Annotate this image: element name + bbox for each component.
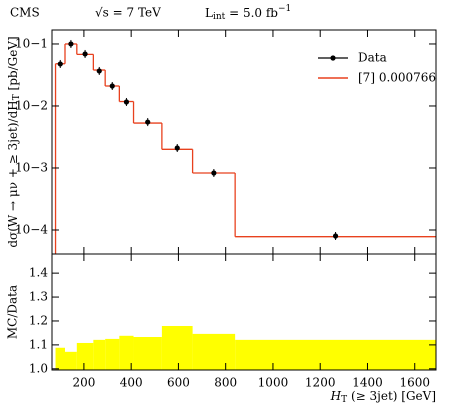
ratio-band (192, 333, 236, 370)
x-title-rest: (≥ 3jet) [GeV] (347, 389, 436, 403)
y-tick-label: 10−4 (15, 222, 48, 236)
y-tick-label: 1.4 (29, 266, 48, 280)
data-point (123, 99, 130, 105)
ratio-band (55, 347, 65, 370)
lumi-main: L (205, 6, 213, 20)
experiment: CMS (10, 6, 40, 20)
data-point (174, 145, 180, 151)
y-tick-label: 1.1 (29, 337, 48, 351)
data-point (82, 51, 88, 57)
data-point (96, 68, 102, 74)
x-tick-label: 1200 (305, 376, 336, 390)
data-point (211, 170, 217, 176)
lumi-sub: int (213, 12, 226, 22)
plot-frame (51, 253, 437, 371)
y-title-main: dσ(W → μν + ≥ 3jet)/dH (6, 100, 20, 247)
ratio-band (133, 336, 162, 370)
lumi: Lint = 5.0 fb−1 (205, 4, 291, 22)
y-tick-label: 1.2 (29, 313, 48, 327)
ratio-band (119, 335, 134, 370)
energy: √s = 7 TeV (95, 6, 161, 20)
data-point (57, 61, 63, 67)
y-axis-title: dσ(W → μν + ≥ 3jet)/dHT [pb/GeV] (6, 36, 22, 247)
data-point (109, 83, 115, 89)
x-tick-label: 1000 (258, 376, 289, 390)
x-title-sub: T (341, 395, 347, 405)
ratio-band (93, 339, 106, 370)
y-tick-label: 10−1 (15, 36, 48, 50)
y-tick-label: 10−2 (15, 98, 48, 112)
ratio-y-title: MC/Data (6, 285, 20, 339)
ratio-band (105, 338, 120, 370)
ratio-band (76, 342, 94, 370)
legend-label: [7] 0.000766 (358, 71, 436, 85)
x-tick-label: 600 (167, 376, 190, 390)
x-tick-label: 1600 (399, 376, 430, 390)
y-title-sub: T (12, 94, 22, 100)
y-tick-label: 1.0 (29, 361, 48, 375)
lumi-sup: −1 (278, 4, 291, 14)
ratio-band (161, 325, 193, 370)
data-point (145, 119, 151, 125)
lumi-rest: = 5.0 fb (225, 6, 278, 20)
y-tick-label: 10−3 (15, 160, 48, 174)
ratio-band (64, 351, 77, 370)
y-title-rest: [pb/GeV] (6, 36, 20, 94)
data-point (68, 41, 74, 47)
x-tick-label: 800 (214, 376, 237, 390)
x-axis-title: HT (≥ 3jet) [GeV] (330, 389, 436, 405)
x-tick-label: 1400 (352, 376, 383, 390)
y-tick-label: 1.3 (29, 290, 48, 304)
data-point (332, 233, 339, 239)
legend-swatch (330, 55, 336, 61)
x-title-main: H (330, 389, 342, 403)
ratio-band (235, 339, 436, 370)
x-tick-label: 200 (72, 376, 95, 390)
x-tick-label: 400 (120, 376, 143, 390)
legend-label: Data (358, 51, 387, 65)
